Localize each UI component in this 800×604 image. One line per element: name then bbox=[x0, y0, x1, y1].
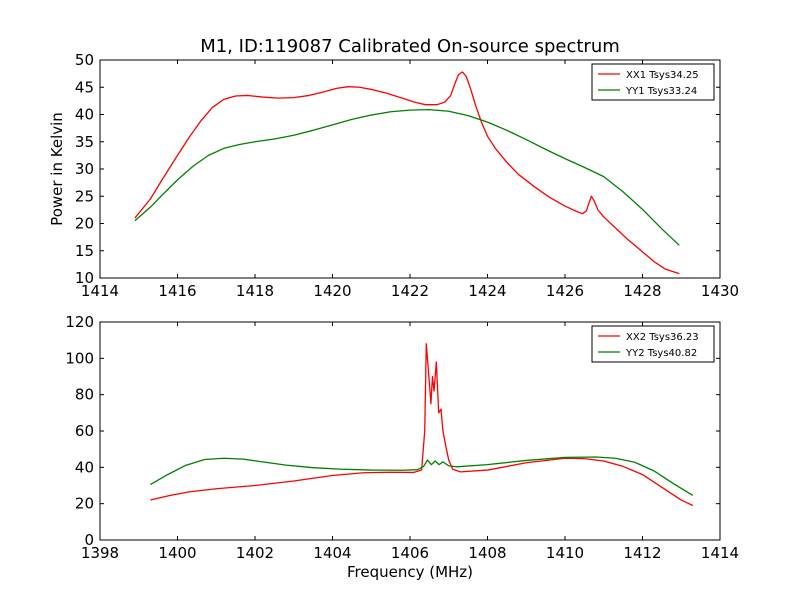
x-tick-label: 1402 bbox=[236, 544, 274, 562]
x-tick-label: 1414 bbox=[701, 544, 739, 562]
x-tick-label: 1404 bbox=[313, 544, 351, 562]
x-axis-label: Frequency (MHz) bbox=[347, 563, 473, 581]
y-tick-label: 35 bbox=[75, 133, 94, 151]
y-tick-label: 10 bbox=[75, 269, 94, 287]
x-tick-label: 1412 bbox=[623, 544, 661, 562]
x-tick-label: 1430 bbox=[701, 282, 739, 300]
y-tick-label: 40 bbox=[75, 106, 94, 124]
chart-panel-1: 1414 1416 1418 1420 1422 1424 1426 1428 1430 10 15… bbox=[48, 36, 739, 300]
y-tick-label: 15 bbox=[75, 242, 94, 260]
y-tick-label: 45 bbox=[75, 78, 94, 96]
legend-entry: XX1 Tsys34.25 bbox=[626, 70, 699, 81]
y-tick-label: 0 bbox=[84, 531, 94, 549]
x-tick-label: 1424 bbox=[468, 282, 506, 300]
y-tick-label: 60 bbox=[75, 422, 94, 440]
legend: XX1 Tsys34.25 YY1 Tsys33.24 bbox=[591, 63, 715, 101]
legend: XX2 Tsys36.23 YY2 Tsys40.82 bbox=[591, 325, 715, 363]
series-line-1 bbox=[150, 343, 694, 507]
y-tick-label: 25 bbox=[75, 187, 94, 205]
x-tick-label: 1410 bbox=[546, 544, 584, 562]
chart-panel-2: 1398 1400 1402 1404 1406 1408 1410 1412 1414 0 20 4… bbox=[65, 313, 739, 581]
y-tick-label: 50 bbox=[75, 51, 94, 69]
x-tick-label: 1418 bbox=[236, 282, 274, 300]
x-tick-label: 1408 bbox=[468, 544, 506, 562]
x-tick-label: 1416 bbox=[158, 282, 196, 300]
x-tick-label: 1406 bbox=[391, 544, 429, 562]
series-line-1 bbox=[134, 71, 680, 275]
y-tick-label: 120 bbox=[65, 313, 94, 331]
y-tick-label: 100 bbox=[65, 349, 94, 367]
legend-entry: XX2 Tsys36.23 bbox=[626, 332, 699, 343]
chart-title: M1, ID:119087 Calibrated On-source spect… bbox=[200, 36, 620, 57]
x-tick-label: 1422 bbox=[391, 282, 429, 300]
x-tick-label: 1398 bbox=[81, 544, 119, 562]
y-tick-label: 80 bbox=[75, 386, 94, 404]
x-tick-label: 1414 bbox=[81, 282, 119, 300]
y-tick-label: 40 bbox=[75, 458, 94, 476]
legend-box bbox=[591, 325, 715, 363]
legend-entry: YY2 Tsys40.82 bbox=[625, 348, 697, 359]
y-axis-label: Power in Kelvin bbox=[48, 112, 66, 226]
legend-box bbox=[591, 63, 715, 101]
y-tick-label: 30 bbox=[75, 160, 94, 178]
x-tick-label: 1428 bbox=[623, 282, 661, 300]
legend-entry: YY1 Tsys33.24 bbox=[625, 86, 697, 97]
series-line-2 bbox=[150, 456, 694, 497]
y-tick-label: 20 bbox=[75, 495, 94, 513]
x-tick-label: 1400 bbox=[158, 544, 196, 562]
x-tick-label: 1420 bbox=[313, 282, 351, 300]
x-tick-label: 1426 bbox=[546, 282, 584, 300]
y-tick-label: 20 bbox=[75, 215, 94, 233]
series-line-2 bbox=[134, 108, 680, 246]
